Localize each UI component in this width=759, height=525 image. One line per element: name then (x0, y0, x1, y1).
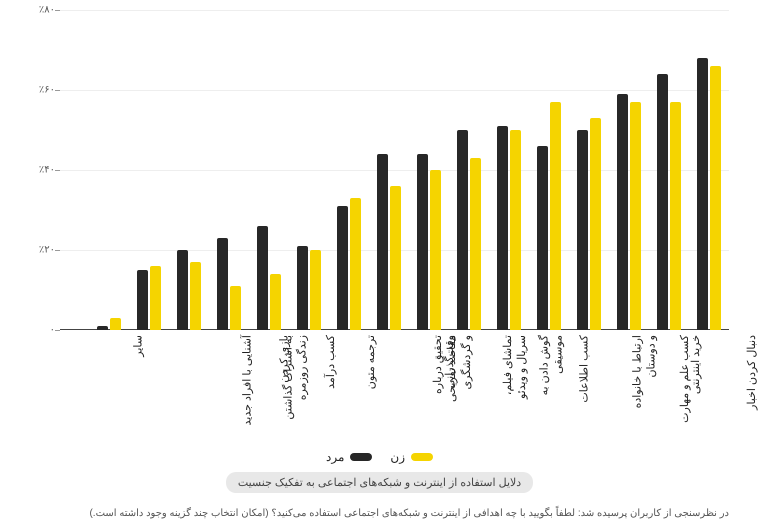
x-tick-label: کسب اطلاعات (578, 335, 592, 403)
bar-female (270, 274, 281, 330)
legend-label-female: زن (390, 450, 405, 464)
bar-group (537, 10, 561, 330)
bar-male (257, 226, 268, 330)
bar-group (217, 10, 241, 330)
x-tick-label: تحقیق دربارهمقاصد تفریحیو گردشگری (431, 335, 474, 402)
bar-male (577, 130, 588, 330)
bar-female (110, 318, 121, 330)
bar-female (190, 262, 201, 330)
legend-swatch-female (411, 453, 433, 461)
bar-group (617, 10, 641, 330)
bar-male (377, 154, 388, 330)
y-tick-label: ٪۶۰ (30, 85, 55, 96)
bar-male (337, 206, 348, 330)
x-tick-label: ارتباط با خانوادهو دوستان (630, 335, 659, 408)
bar-group (497, 10, 521, 330)
bar-female (470, 158, 481, 330)
legend-row: زن مرد (326, 450, 433, 464)
bar-female (150, 266, 161, 330)
bar-female (590, 118, 601, 330)
bar-group (417, 10, 441, 330)
legend-item-male: مرد (326, 450, 372, 464)
bar-group (697, 10, 721, 330)
bar-male (457, 130, 468, 330)
bar-male (217, 238, 228, 330)
y-tick-label: ٪۴۰ (30, 165, 55, 176)
bar-male (497, 126, 508, 330)
bar-female (430, 170, 441, 330)
chart-area: ۰٪۲۰٪۴۰٪۶۰٪۸۰ خدمات بانکیدنبال کردن اخبا… (30, 10, 729, 350)
bar-group (137, 10, 161, 330)
x-tick-label: کسب علم و مهارت (678, 335, 692, 423)
bar-male (537, 146, 548, 330)
x-tick-label: گوش دادن بهموسیقی (537, 335, 566, 395)
bar-male (297, 246, 308, 330)
x-tick-label: سایر (132, 335, 146, 357)
bar-female (670, 102, 681, 330)
legend: زن مرد دلایل استفاده از اینترنت و شبکه‌ه… (0, 448, 759, 493)
chart-container: ۰٪۲۰٪۴۰٪۶۰٪۸۰ خدمات بانکیدنبال کردن اخبا… (0, 0, 759, 525)
bar-group (337, 10, 361, 330)
x-tick-label: آشنایی با افراد جدید (241, 335, 255, 426)
bar-group (377, 10, 401, 330)
bar-group (457, 10, 481, 330)
x-tick-label: کسب درآمد (324, 335, 338, 389)
y-tick-label: ۰ (30, 325, 55, 336)
bar-group (177, 10, 201, 330)
bar-group (257, 10, 281, 330)
bar-female (230, 286, 241, 330)
bar-male (617, 94, 628, 330)
x-axis-labels: خدمات بانکیدنبال کردن اخبارخرید اینترنتی… (60, 335, 729, 450)
bar-male (417, 154, 428, 330)
legend-item-female: زن (390, 450, 433, 464)
bar-female (710, 66, 721, 330)
bar-group (97, 10, 121, 330)
bar-male (697, 58, 708, 330)
legend-subtitle: دلایل استفاده از اینترنت و شبکه‌های اجتم… (226, 472, 533, 493)
x-tick-label: دنبال کردن اخبار (745, 335, 759, 410)
bar-female (350, 198, 361, 330)
bar-female (310, 250, 321, 330)
x-tick-label: تماشای فیلم،سریال و ویدئو (501, 335, 530, 399)
bar-female (390, 186, 401, 330)
bar-female (630, 102, 641, 330)
plot-region: ۰٪۲۰٪۴۰٪۶۰٪۸۰ (60, 10, 729, 330)
bar-male (137, 270, 148, 330)
y-tick-label: ٪۲۰ (30, 245, 55, 256)
x-tick-label: ترجمه متون (364, 335, 378, 389)
bar-group (297, 10, 321, 330)
x-tick-label: به اشتراک گذاشتنزندگی روزمره (282, 335, 311, 420)
bar-male (177, 250, 188, 330)
legend-swatch-male (350, 453, 372, 461)
bar-female (510, 130, 521, 330)
bar-male (657, 74, 668, 330)
bar-male (97, 326, 108, 330)
caption: در نظرسنجی از کاربران پرسیده شد: لطفاً ب… (30, 508, 729, 519)
bar-group (657, 10, 681, 330)
bar-group (577, 10, 601, 330)
bar-female (550, 102, 561, 330)
legend-label-male: مرد (326, 450, 344, 464)
y-tick-label: ٪۸۰ (30, 5, 55, 16)
